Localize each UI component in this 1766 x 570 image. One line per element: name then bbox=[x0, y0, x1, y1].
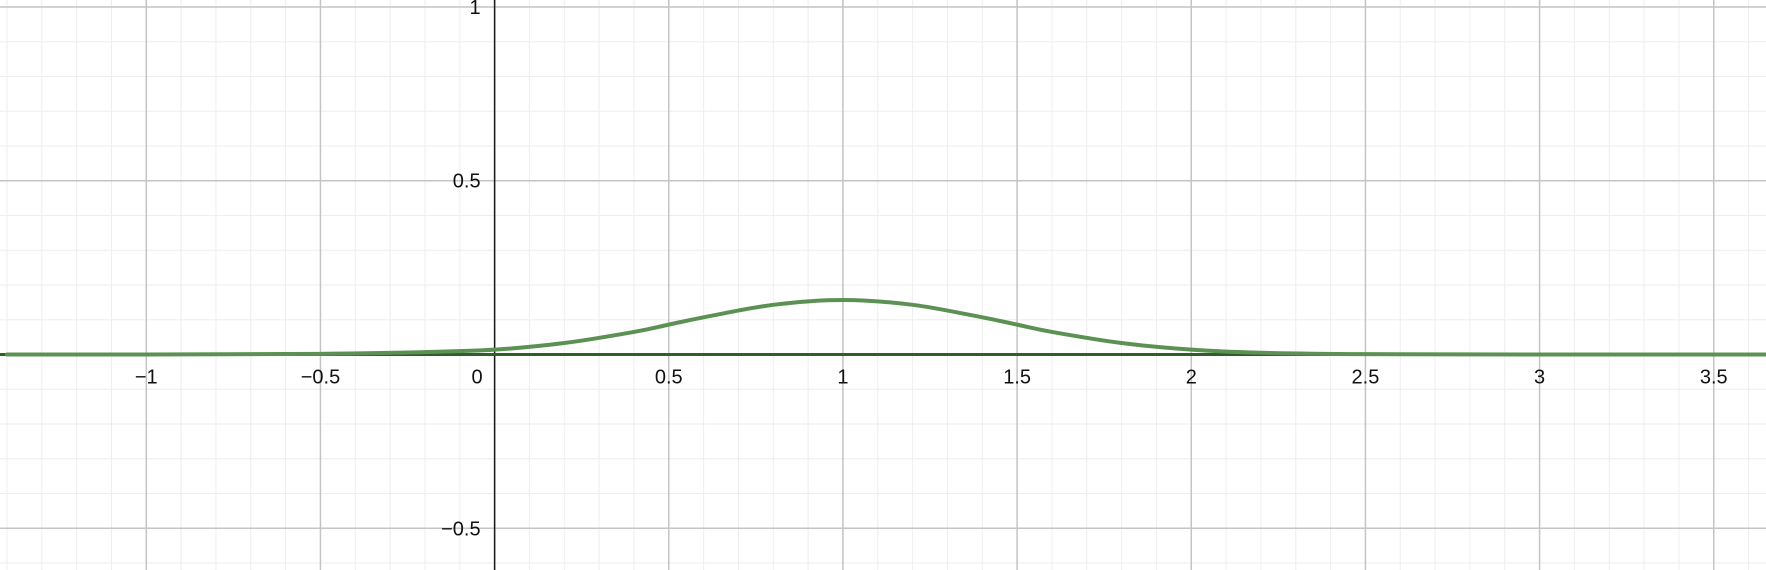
y-tick-label: 0.5 bbox=[453, 171, 481, 193]
x-tick-label: 3 bbox=[1534, 367, 1545, 389]
series-curve[interactable] bbox=[4, 297, 1766, 357]
y-tick-label: 1 bbox=[469, 0, 480, 19]
y-tick-label: −0.5 bbox=[441, 518, 480, 540]
tick-labels: −1 −0.5 0.5 1 1.5 2 2.5 3 3.5 0 1 0.5 −0.5 bbox=[135, 0, 1728, 540]
x-tick-label: 2.5 bbox=[1352, 367, 1380, 389]
curves[interactable] bbox=[0, 297, 1766, 357]
x-tick-label: 2 bbox=[1186, 367, 1197, 389]
x-tick-label: −1 bbox=[135, 367, 158, 389]
x-tick-label: 1.5 bbox=[1003, 367, 1031, 389]
origin-label: 0 bbox=[471, 367, 482, 389]
x-tick-label: −0.5 bbox=[301, 367, 340, 389]
x-tick-label: 1 bbox=[837, 367, 848, 389]
x-tick-label: 0.5 bbox=[655, 367, 683, 389]
x-tick-label: 3.5 bbox=[1700, 367, 1728, 389]
